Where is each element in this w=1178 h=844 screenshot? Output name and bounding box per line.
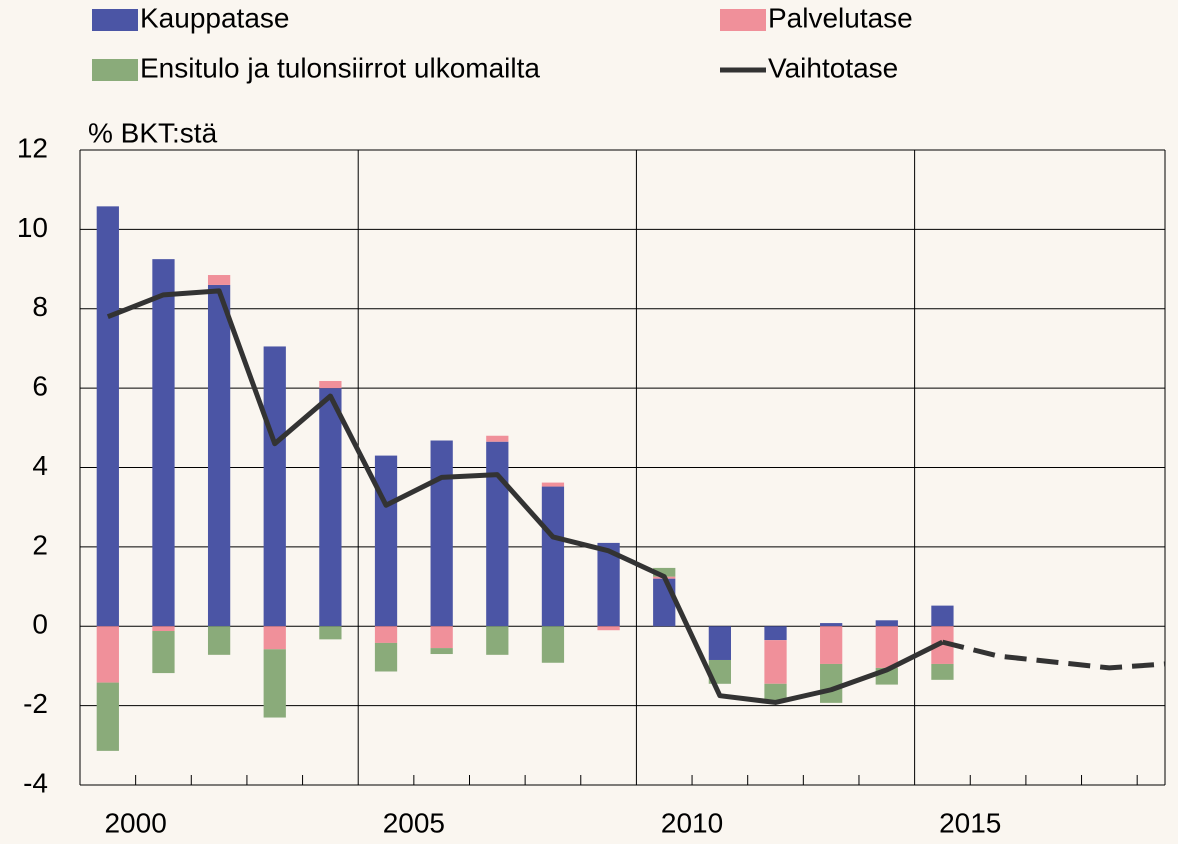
bar	[875, 620, 898, 627]
bar	[764, 626, 787, 641]
bar	[597, 626, 620, 631]
bar	[430, 648, 453, 655]
legend-label: Kauppatase	[140, 2, 289, 33]
bar	[486, 441, 509, 627]
y-tick-label: 6	[32, 371, 48, 402]
bar	[541, 482, 565, 487]
bar	[875, 626, 898, 668]
bar	[708, 659, 731, 684]
y-tick-label: 2	[32, 529, 48, 560]
bar	[430, 440, 453, 627]
line	[106, 288, 944, 705]
bar	[263, 626, 286, 650]
y-axis-title: % BKT:stä	[88, 117, 218, 148]
bar	[319, 626, 342, 640]
legend-swatch	[92, 9, 138, 31]
legend-label: Ensitulo ja tulonsiirrot ulkomailta	[140, 52, 540, 83]
bar	[597, 542, 620, 627]
bar	[764, 683, 787, 702]
bar	[207, 626, 231, 655]
bar	[541, 486, 565, 627]
legend-swatch	[92, 59, 138, 81]
bar	[430, 626, 453, 649]
bar	[653, 567, 676, 577]
legend-swatch	[720, 9, 766, 31]
bar	[820, 663, 843, 703]
y-tick-label: 12	[17, 132, 48, 163]
bar	[263, 346, 286, 627]
bar	[820, 623, 843, 627]
forecast-line	[941, 639, 1166, 671]
bar	[541, 626, 565, 663]
y-tick-label: -2	[23, 688, 48, 719]
y-tick-label: 0	[32, 609, 48, 640]
legend-label: Vaihtotase	[768, 52, 898, 83]
bar	[152, 631, 175, 674]
x-tick-label: 2010	[661, 807, 723, 838]
legend-label: Palvelutase	[768, 2, 913, 33]
bar	[820, 626, 843, 664]
bar	[486, 435, 509, 442]
bar	[653, 578, 676, 627]
bar	[486, 626, 509, 655]
bar	[96, 206, 119, 627]
bar	[374, 626, 398, 643]
bar	[152, 259, 175, 627]
x-tick-label: 2015	[939, 807, 1001, 838]
y-tick-label: -4	[23, 767, 48, 798]
bar	[764, 640, 787, 684]
x-tick-label: 2005	[383, 807, 445, 838]
bar	[96, 682, 119, 751]
bar	[708, 626, 731, 660]
bar	[931, 663, 954, 680]
bar	[152, 626, 175, 632]
bar	[931, 626, 954, 664]
bar	[931, 605, 954, 627]
x-tick-label: 2000	[104, 807, 166, 838]
y-tick-label: 8	[32, 291, 48, 322]
bar	[207, 284, 231, 627]
bar	[96, 626, 119, 683]
bar	[319, 380, 342, 389]
bar	[207, 275, 231, 285]
bar	[374, 455, 398, 627]
y-tick-label: 10	[17, 212, 48, 243]
bar	[319, 388, 342, 627]
bar	[263, 649, 286, 718]
bar	[374, 642, 398, 672]
y-tick-label: 4	[32, 450, 48, 481]
